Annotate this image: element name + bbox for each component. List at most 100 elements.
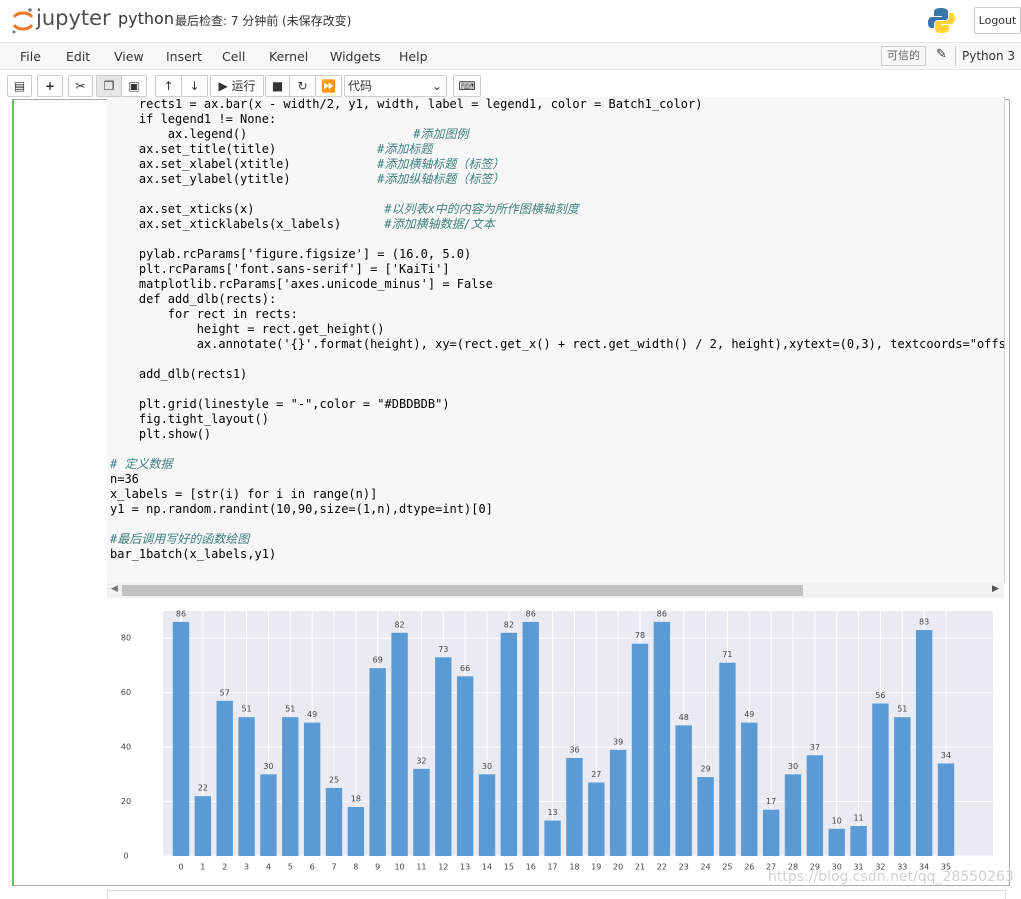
- code-comment: #添加横轴标题（标签）: [377, 157, 505, 171]
- data-label: 49: [744, 710, 754, 719]
- data-label: 78: [635, 631, 645, 640]
- code-line: if legend1 != None:: [110, 112, 1004, 127]
- data-label: 18: [351, 795, 361, 804]
- x-tick-label: 11: [416, 863, 426, 872]
- code-text: ax.set_xticklabels(x_labels): [110, 217, 342, 231]
- bar: [697, 777, 714, 856]
- bar: [566, 758, 583, 856]
- cut-button[interactable]: ✂: [68, 75, 93, 97]
- logout-button[interactable]: Logout: [974, 7, 1021, 34]
- data-label: 82: [504, 620, 514, 629]
- menu-item[interactable]: View: [114, 49, 144, 64]
- run-button[interactable]: ▶︎ 运行: [210, 75, 264, 97]
- x-tick-label: 22: [657, 863, 667, 872]
- python-logo: [928, 8, 955, 33]
- bar: [238, 717, 255, 856]
- code-line: #最后调用写好的函数绘图: [110, 532, 1004, 547]
- interrupt-button[interactable]: ■: [265, 75, 290, 97]
- restart-button[interactable]: ↻: [289, 75, 316, 97]
- trusted-indicator[interactable]: 可信的: [881, 46, 926, 66]
- copy-button[interactable]: ❐: [96, 75, 122, 97]
- data-label: 86: [176, 609, 186, 618]
- x-tick-label: 4: [266, 863, 271, 872]
- y-tick-label: 40: [121, 743, 131, 752]
- menu-item[interactable]: Cell: [222, 49, 246, 64]
- data-label: 69: [373, 656, 383, 665]
- move-down-button[interactable]: ↓: [181, 75, 208, 97]
- paste-button[interactable]: ▣: [121, 75, 147, 97]
- x-tick-label: 28: [788, 863, 798, 872]
- bar: [435, 657, 452, 856]
- code-line: matplotlib.rcParams['axes.unicode_minus'…: [110, 277, 1004, 292]
- x-tick-label: 10: [394, 863, 404, 872]
- menu-item[interactable]: Widgets: [330, 49, 381, 64]
- data-label: 57: [220, 688, 230, 697]
- move-up-button[interactable]: ↑: [155, 75, 182, 97]
- x-tick-label: 15: [504, 863, 514, 872]
- bar: [806, 755, 824, 856]
- data-label: 30: [263, 762, 273, 771]
- x-tick-label: 3: [244, 863, 249, 872]
- code-editor[interactable]: rects1 = ax.bar(x - width/2, y1, width, …: [107, 97, 1005, 583]
- data-label: 13: [547, 808, 557, 817]
- save-button[interactable]: ▤: [7, 75, 32, 97]
- insert-cell-button[interactable]: +: [37, 75, 63, 97]
- x-tick-label: 5: [288, 863, 293, 872]
- scroll-left-arrow[interactable]: ◀: [111, 584, 118, 594]
- scrollbar-thumb[interactable]: [122, 585, 803, 596]
- kernel-indicator: Python 3: [962, 49, 1016, 63]
- edit-icon[interactable]: ✎: [936, 47, 947, 62]
- data-label: 49: [307, 710, 317, 719]
- x-tick-label: 32: [875, 863, 885, 872]
- code-text: def add_dlb(rects):: [110, 292, 277, 306]
- x-tick-label: 21: [635, 863, 645, 872]
- code-line: x_labels = [str(i) for i in range(n)]: [110, 487, 1004, 502]
- notebook-name[interactable]: python: [118, 9, 174, 28]
- x-tick-label: 14: [482, 863, 492, 872]
- data-label: 29: [700, 765, 710, 774]
- data-label: 51: [897, 705, 907, 714]
- code-line: rects1 = ax.bar(x - width/2, y1, width, …: [110, 97, 1004, 112]
- bar: [216, 700, 233, 856]
- y-tick-label: 20: [121, 797, 131, 806]
- x-tick-label: 7: [331, 863, 336, 872]
- menu-item[interactable]: Help: [399, 49, 428, 64]
- data-label: 17: [766, 797, 776, 806]
- menu-item[interactable]: Edit: [66, 49, 91, 64]
- code-comment: #添加标题: [377, 142, 433, 156]
- restart-run-all-button[interactable]: ⏩: [315, 75, 342, 97]
- code-comment: #最后调用写好的函数绘图: [110, 532, 250, 546]
- x-tick-label: 26: [744, 863, 754, 872]
- dropdown-arrow: ⌄: [431, 79, 442, 93]
- x-tick-label: 12: [438, 863, 448, 872]
- cell-type-select[interactable]: 代码 ⌄: [344, 75, 447, 97]
- horizontal-scrollbar[interactable]: ◀ ▶: [107, 583, 1004, 598]
- command-palette-button[interactable]: ⌨: [453, 75, 481, 97]
- bar: [478, 774, 496, 856]
- y-tick-label: 80: [121, 634, 131, 643]
- logo-text[interactable]: jupyter: [36, 6, 111, 30]
- code-comment: #添加纵轴标题（标签）: [377, 172, 505, 186]
- code-line: ax.set_title(title) #添加标题: [110, 142, 1004, 157]
- bar: [325, 787, 343, 856]
- code-line: ax.annotate('{}'.format(height), xy=(rec…: [110, 337, 1004, 352]
- data-label: 37: [810, 743, 820, 752]
- code-line: ax.set_xticks(x) #以列表x中的内容为所作图横轴刻度: [110, 202, 1004, 217]
- menu-item[interactable]: Kernel: [269, 49, 309, 64]
- x-tick-label: 17: [547, 863, 557, 872]
- scroll-right-arrow[interactable]: ▶: [992, 584, 999, 594]
- code-text: x_labels = [str(i) for i in range(n)]: [110, 487, 378, 501]
- code-line: ax.legend() #添加图例: [110, 127, 1004, 142]
- x-tick-label: 13: [460, 863, 470, 872]
- code-text: ax.legend(): [110, 127, 248, 141]
- data-label: 10: [832, 816, 842, 825]
- code-text: y1 = np.random.randint(10,90,size=(1,n),…: [110, 502, 493, 516]
- menu-item[interactable]: Insert: [166, 49, 202, 64]
- next-cell[interactable]: [107, 890, 1006, 899]
- menu-item[interactable]: File: [20, 49, 41, 64]
- code-comment: #以列表x中的内容为所作图横轴刻度: [384, 202, 579, 216]
- bar: [872, 703, 889, 856]
- x-tick-label: 18: [569, 863, 579, 872]
- bar: [741, 722, 758, 856]
